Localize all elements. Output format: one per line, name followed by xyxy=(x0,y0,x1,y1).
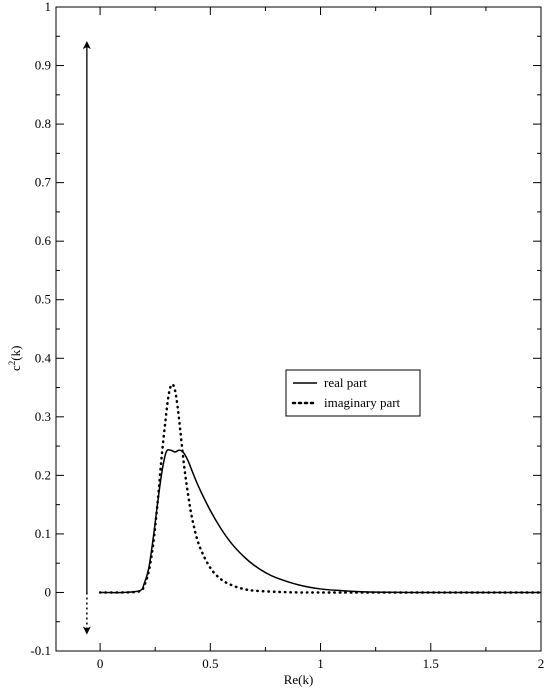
y-tick-label: 0.6 xyxy=(35,233,52,248)
y-tick-label: 0 xyxy=(45,584,52,599)
y-tick-label: 1 xyxy=(45,0,52,14)
series-line-real-part xyxy=(100,448,541,594)
y-tick-label: 0.7 xyxy=(35,175,52,190)
legend-label-real-part: real part xyxy=(324,375,367,390)
y-axis-label-suffix: (k) xyxy=(8,346,23,361)
legend-box xyxy=(285,369,421,417)
x-tick-label: 0 xyxy=(97,656,104,671)
x-axis-label: Re(k) xyxy=(284,672,314,687)
series-line-imaginary-part xyxy=(98,383,543,594)
x-tick-label: 2 xyxy=(538,656,545,671)
y-tick-label: -0.1 xyxy=(30,643,51,658)
y-axis-ticks: -0.1 0 0.1 0.2 0.3 0.4 0.5 0.6 0.7 0.8 0.9 1 xyxy=(30,0,541,658)
legend: real part imaginary part xyxy=(285,369,421,417)
x-tick-label: 1.5 xyxy=(423,656,439,671)
y-tick-label: 0.3 xyxy=(35,409,51,424)
plot-frame xyxy=(55,6,542,652)
y-tick-label: 0.5 xyxy=(35,292,51,307)
y-tick-label: 0.2 xyxy=(35,467,51,482)
y-tick-label: 0.8 xyxy=(35,116,51,131)
y-axis-label-superscript: 2 xyxy=(7,361,17,366)
y-tick-label: 0.9 xyxy=(35,58,51,73)
y-tick-label: 0.1 xyxy=(35,526,51,541)
x-axis-ticks: 0 0.5 1 1.5 2 xyxy=(97,7,544,671)
legend-label-imaginary-part: imaginary part xyxy=(324,395,401,410)
y-axis-label: c2(k) xyxy=(7,346,23,371)
y-tick-label: 0.4 xyxy=(35,350,52,365)
x-tick-label: 1 xyxy=(317,656,324,671)
y-axis-label-base: c xyxy=(8,365,23,371)
series-layer xyxy=(98,383,543,594)
x-tick-label: 0.5 xyxy=(202,656,218,671)
